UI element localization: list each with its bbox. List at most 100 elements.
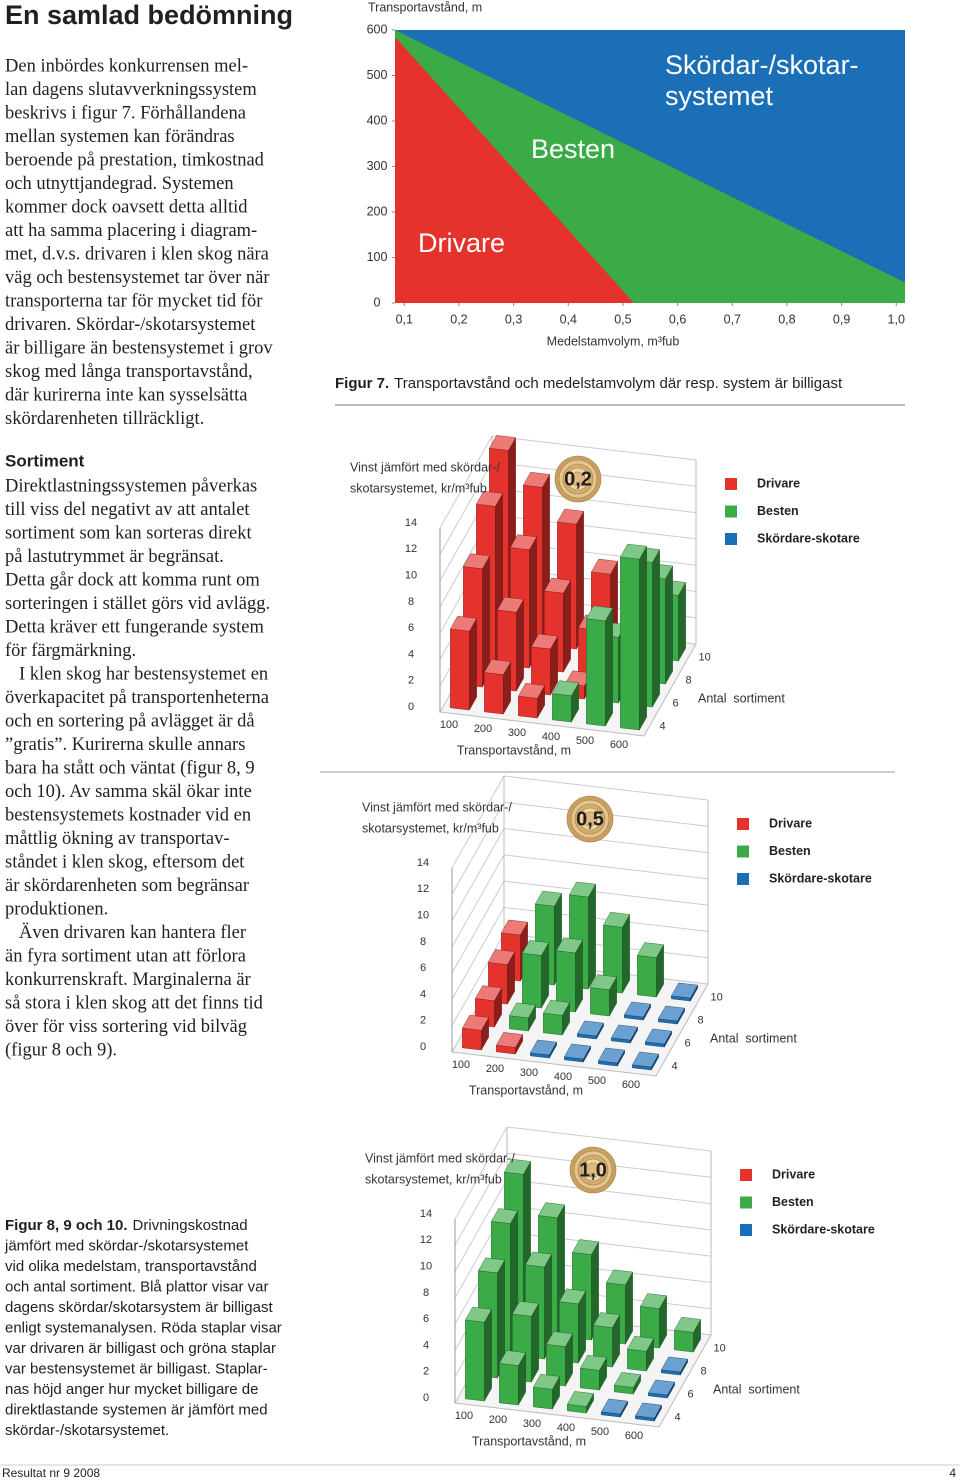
bar-face: [640, 1293, 667, 1309]
caption: Figur 8, 9 och 10. Drivningskostnad: [5, 1217, 248, 1234]
text-line: väg och bestensystemet tar över när: [5, 268, 270, 288]
bar-face: [509, 1002, 536, 1019]
bar: [632, 1051, 659, 1071]
legend-label: Drivare: [757, 476, 800, 490]
axis-title: Antal sortiment: [698, 691, 785, 705]
y-tick-label: 4: [423, 1339, 429, 1351]
bar-face: [462, 1015, 489, 1031]
bar-face: [606, 1269, 633, 1286]
legend-label: Skördare-skotare: [769, 871, 872, 885]
legend-swatch: [740, 1196, 752, 1209]
bar-face: [504, 1159, 531, 1175]
bar-face: [559, 1288, 586, 1305]
bar-face: [622, 913, 630, 994]
depth-tick-label: 4: [672, 1060, 678, 1072]
y-tick-label: 0: [423, 1392, 429, 1404]
bar: [556, 937, 583, 1013]
y-tick-label: 8: [423, 1287, 429, 1299]
bar-face: [678, 581, 686, 662]
bar-face: [484, 659, 511, 675]
bar: [637, 942, 664, 998]
legend-swatch: [725, 533, 737, 545]
bar-face: [665, 565, 673, 685]
y-tick-label: 12: [420, 1234, 432, 1246]
y-tick-label: 500: [367, 68, 388, 82]
grid-line: [506, 1179, 712, 1205]
text-line: att ha samma placering i diagram-: [5, 221, 257, 241]
depth-tick-label: 8: [701, 1365, 707, 1377]
x-tick-label: 1,0: [888, 312, 905, 326]
bar-face: [593, 1312, 620, 1328]
bar-face: [590, 974, 617, 990]
text-line: konkurrenskraft. Marginalerna är: [5, 970, 251, 990]
text-line: mellan systemen kan förändras: [5, 127, 235, 147]
x-tick-label: 600: [610, 739, 628, 751]
depth-tick-label: 4: [675, 1411, 681, 1423]
bar-face: [674, 1329, 694, 1353]
text-line: beskrivs i figur 7. Förhållandena: [5, 103, 246, 123]
bar-face: [484, 672, 504, 715]
footer-text: Resultat nr 9 2008: [2, 1466, 100, 1480]
text-line: ”gratis”. Kurirerna skulle annars: [5, 735, 245, 755]
grid-line: [451, 828, 505, 921]
caption-text: var bestensystemet är billigast. Staplar…: [5, 1360, 268, 1377]
bar-face: [552, 693, 572, 723]
grid-line: [503, 854, 709, 880]
x-tick-label: 500: [588, 1075, 606, 1087]
y-tick-label: 6: [408, 622, 414, 634]
y-tick-label: 14: [420, 1208, 432, 1220]
bar-face: [586, 618, 606, 727]
bar-face: [525, 1251, 552, 1268]
text-line: skördarenheten tillräckligt.: [5, 409, 204, 429]
bar: [509, 1002, 536, 1032]
bar-face: [476, 491, 503, 507]
bar-face: [538, 1202, 565, 1218]
bar: [611, 1024, 638, 1044]
x-tick-label: 100: [440, 719, 458, 731]
bar-face: [567, 1391, 594, 1407]
text-line: över för viss sortering vid bilväg: [5, 1017, 247, 1037]
caption-text: Drivningskostnad: [133, 1217, 248, 1234]
text-line: (figur 8 och 9).: [5, 1040, 117, 1060]
bar-face: [543, 1000, 570, 1016]
bar-face: [533, 1374, 560, 1390]
bar: [465, 1306, 492, 1402]
legend-label: Besten: [757, 504, 799, 518]
bar: [531, 633, 558, 696]
y-tick-label: 6: [420, 962, 426, 974]
bar: [544, 577, 571, 673]
bar: [614, 1372, 641, 1395]
bar: [543, 1000, 570, 1036]
bar-face: [586, 605, 613, 622]
legend-label: Skördare-skotare: [757, 531, 860, 545]
caption-label: Figur 8, 9 och 10.: [5, 1217, 128, 1234]
text-line: Detta kräver ett fungerande system: [5, 617, 265, 637]
grid-line: [439, 462, 493, 555]
bar-face: [450, 615, 477, 632]
bar-face: [518, 683, 545, 699]
bar-face: [499, 1363, 519, 1406]
legend-swatch: [740, 1224, 752, 1236]
bar-face: [462, 1027, 482, 1051]
y-tick-label: 10: [417, 909, 429, 921]
bar-face: [557, 508, 584, 525]
bar: [564, 1043, 591, 1063]
bar-face: [658, 1005, 685, 1022]
bar-face: [522, 940, 549, 956]
bar-face: [530, 1039, 557, 1056]
y-tick-label: 4: [408, 648, 414, 660]
x-tick-label: 400: [542, 731, 560, 743]
axis-title: Medelstamvolym, m³fub: [547, 334, 680, 348]
axis-title: Transportavstånd, m: [472, 1434, 586, 1448]
bar-face: [488, 949, 515, 965]
heading: En samlad bedömning: [5, 0, 293, 30]
x-tick-label: 0,2: [450, 312, 467, 326]
legend-label: Drivare: [772, 1167, 815, 1181]
x-tick-label: 100: [455, 1410, 473, 1422]
bar: [533, 1374, 560, 1410]
caption: Figur 7. Transportavstånd och medelstamvo…: [335, 375, 843, 392]
x-tick-label: 400: [557, 1422, 575, 1434]
axis-title: Vinst jämfört med skördar-/: [365, 1151, 515, 1165]
text-line: måttlig ökning av transportav-: [5, 829, 230, 849]
bar-face: [652, 548, 660, 708]
